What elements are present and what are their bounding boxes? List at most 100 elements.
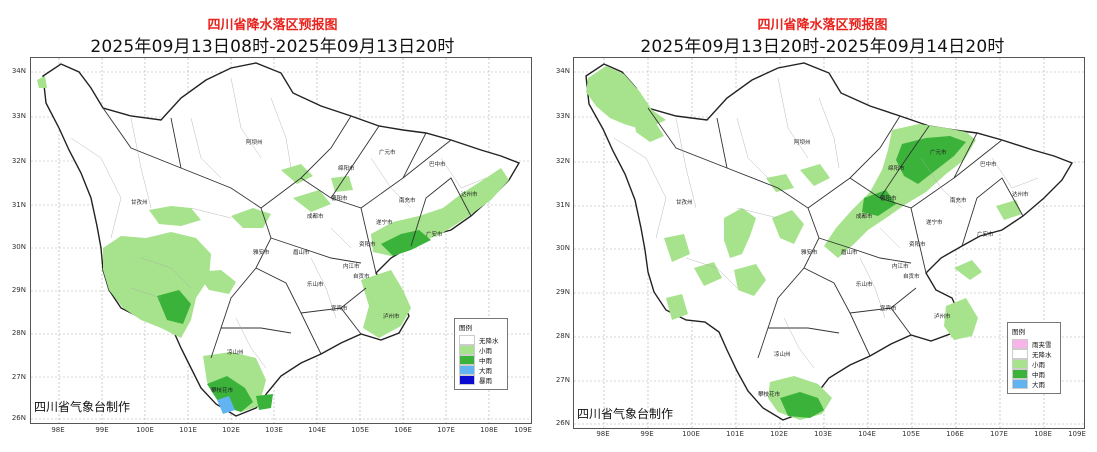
prefecture-boundaries	[647, 107, 1024, 359]
forecast-map-panel-2: 四川省降水落区预报图 2025年09月13日20时-2025年09月14日20时…	[548, 0, 1097, 452]
lat-tick: 29N	[11, 286, 26, 294]
city-label: 攀枝花市	[758, 390, 781, 398]
county-boundaries	[70, 77, 487, 369]
city-label: 宜宾市	[880, 304, 897, 312]
legend-label: 暴雨	[479, 377, 492, 385]
county-boundaries	[613, 77, 1039, 369]
map-canvas: 阿坝州 广元市 巴中市 绵阳市 达州市 甘孜州 德阳市 南充市 成都市 遂宁市 …	[573, 57, 1085, 429]
city-label: 攀枝花市	[211, 386, 234, 394]
lat-tick: 29N	[555, 288, 570, 296]
legend-label: 无降水	[479, 337, 499, 345]
city-label: 凉山州	[227, 348, 244, 356]
lon-tick: 107E	[437, 426, 455, 434]
lon-tick: 103E	[265, 426, 283, 434]
city-labels: 阿坝州 广元市 巴中市 绵阳市 达州市 甘孜州 德阳市 南充市 成都市 遂宁市 …	[131, 138, 478, 394]
city-label: 阿坝州	[794, 138, 811, 146]
lon-tick: 103E	[814, 430, 832, 438]
lon-tick: 102E	[222, 426, 240, 434]
lon-tick: 98E	[596, 430, 610, 438]
lat-tick: 27N	[555, 376, 570, 384]
lon-tick: 107E	[990, 430, 1008, 438]
legend-item: 大雨	[1012, 379, 1056, 389]
city-label: 达州市	[461, 190, 478, 198]
lat-tick: 33N	[555, 112, 570, 120]
maker-label: 四川省气象台制作	[577, 407, 674, 421]
city-label: 广元市	[379, 148, 396, 156]
city-label: 成都市	[856, 212, 873, 220]
city-label: 宜宾市	[331, 304, 348, 312]
city-label: 雅安市	[801, 248, 818, 256]
map-title: 四川省降水落区预报图	[207, 18, 338, 33]
lat-tick: 34N	[555, 67, 570, 75]
lat-tick: 28N	[555, 332, 570, 340]
legend-item: 大雨	[459, 365, 503, 375]
legend-swatch	[459, 335, 475, 345]
forecast-map-panel-1: 四川省降水落区预报图 2025年09月13日08时-2025年09月13日20时…	[0, 0, 545, 452]
legend-label: 雨夹雪	[1032, 341, 1052, 349]
city-label: 凉山州	[774, 350, 791, 358]
lat-tick: 27N	[11, 373, 26, 381]
city-label: 资阳市	[359, 240, 376, 248]
legend-swatch	[1012, 339, 1028, 349]
maker-label: 四川省气象台制作	[34, 400, 131, 414]
map-subtitle: 2025年09月13日08时-2025年09月13日20时	[90, 37, 455, 57]
lat-tick: 33N	[11, 112, 26, 120]
city-label: 乐山市	[856, 280, 873, 288]
legend-swatch	[459, 355, 475, 365]
city-label: 遂宁市	[376, 218, 393, 226]
legend-swatch	[1012, 349, 1028, 359]
legend-label: 小雨	[479, 347, 492, 355]
city-label: 阿坝州	[246, 138, 263, 146]
lon-tick: 105E	[902, 430, 920, 438]
lon-tick: 105E	[351, 426, 369, 434]
lat-tick: 31N	[555, 201, 570, 209]
legend-item: 小雨	[1012, 359, 1056, 369]
city-label: 资阳市	[909, 240, 926, 248]
city-label: 成都市	[307, 212, 324, 220]
legend-swatch	[1012, 379, 1028, 389]
city-label: 绵阳市	[888, 164, 905, 172]
legend-item: 无降水	[459, 335, 503, 345]
legend-item: 无降水	[1012, 349, 1056, 359]
city-label: 甘孜州	[676, 198, 693, 206]
legend-label: 大雨	[1032, 381, 1045, 389]
city-label: 泸州市	[383, 312, 400, 320]
lon-tick: 100E	[682, 430, 700, 438]
lon-tick: 100E	[136, 426, 154, 434]
lat-tick: 26N	[11, 414, 26, 422]
precipitation-map-svg: 阿坝州 广元市 巴中市 绵阳市 达州市 甘孜州 德阳市 南充市 成都市 遂宁市 …	[31, 58, 531, 423]
legend-label: 无降水	[1032, 351, 1052, 359]
lon-tick: 106E	[394, 426, 412, 434]
legend-swatch	[459, 375, 475, 385]
city-label: 内江市	[892, 262, 909, 270]
legend-item: 雨夹雪	[1012, 339, 1056, 349]
legend-title: 图例	[459, 324, 472, 332]
lat-tick: 26N	[555, 419, 570, 427]
city-label: 广安市	[977, 230, 994, 238]
map-title: 四川省降水落区预报图	[757, 18, 888, 33]
legend-swatch	[1012, 369, 1028, 379]
lon-tick: 102E	[770, 430, 788, 438]
map-subtitle: 2025年09月13日20时-2025年09月14日20时	[640, 37, 1005, 57]
city-label: 德阳市	[880, 194, 897, 202]
city-label: 巴中市	[429, 160, 446, 168]
city-label: 眉山市	[841, 248, 858, 256]
lon-tick: 101E	[179, 426, 197, 434]
legend-label: 小雨	[1032, 361, 1045, 369]
city-label: 广安市	[426, 230, 443, 238]
legend-item: 中雨	[459, 355, 503, 365]
lon-tick: 99E	[640, 430, 654, 438]
lon-tick: 104E	[308, 426, 326, 434]
lat-tick: 32N	[11, 157, 26, 165]
legend-item: 暴雨	[459, 375, 503, 385]
province-outline	[42, 62, 521, 417]
map-legend: 图例 雨夹雪 无降水 小雨 中雨 大雨	[1007, 322, 1061, 394]
lon-tick: 109E	[1068, 430, 1086, 438]
city-label: 达州市	[1012, 190, 1029, 198]
lat-tick: 28N	[11, 329, 26, 337]
lat-tick: 31N	[11, 201, 26, 209]
lon-tick: 98E	[51, 426, 65, 434]
lon-tick: 109E	[514, 426, 532, 434]
lon-tick: 106E	[946, 430, 964, 438]
map-legend: 图例 无降水 小雨 中雨 大雨 暴雨	[454, 318, 508, 390]
